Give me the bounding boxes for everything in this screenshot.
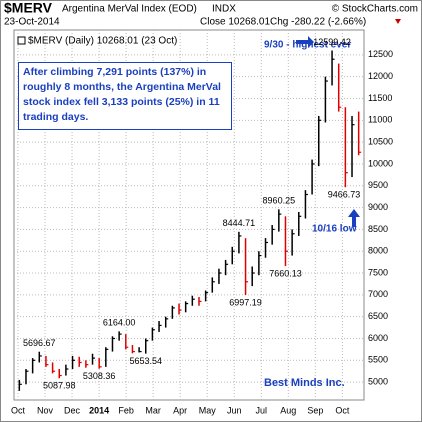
x-tick-label: Sep [307, 405, 323, 415]
x-tick-label: Feb [118, 405, 134, 415]
y-tick-label: 9500 [368, 180, 388, 190]
y-tick-label: 7000 [368, 289, 388, 299]
annotation: 9466.73 [328, 190, 361, 200]
symbol: $MERV [4, 0, 53, 16]
peak-arrow [296, 36, 314, 48]
y-tick-label: 10000 [368, 158, 393, 168]
y-tick-label: 5500 [368, 355, 388, 365]
exchange: INDX [212, 4, 236, 15]
annotation: 7660.13 [269, 268, 302, 278]
annotation: 8960.25 [263, 196, 296, 206]
x-tick-label: Aug [280, 405, 296, 415]
peak-note: 9/30 - highest ever [264, 40, 351, 51]
annotation: 5087.98 [43, 381, 76, 391]
y-tick-label: 12500 [368, 49, 393, 59]
annotation: 5653.54 [129, 356, 162, 366]
x-tick-label: Dec [64, 405, 81, 415]
annotation: 5308.36 [83, 371, 116, 381]
y-tick-label: 8500 [368, 224, 388, 234]
change: Chg -280.22 (-2.66%) [270, 17, 366, 28]
annotation: 8444.71 [223, 218, 256, 228]
x-tick-label: Oct [335, 405, 350, 415]
annotation: 5696.67 [23, 338, 56, 348]
y-tick-label: 5000 [368, 376, 388, 386]
annotation: 6164.00 [103, 318, 136, 328]
annotation: 12599.42 [313, 37, 351, 47]
watermark: Best Minds Inc. [264, 377, 345, 389]
annotation: 6997.19 [229, 297, 262, 307]
legend: $MERV (Daily) 10268.01 (23 Oct) [28, 36, 177, 47]
x-tick-label: Nov [37, 405, 54, 415]
y-tick-label: 11000 [368, 115, 392, 125]
x-tick-label: Apr [173, 405, 187, 415]
y-tick-label: 12000 [368, 71, 393, 81]
y-tick-label: 6500 [368, 311, 388, 321]
legend-icon [17, 36, 26, 45]
plot-frame [13, 29, 365, 401]
y-tick-label: 9000 [368, 202, 388, 212]
x-tick-label: Jul [256, 405, 268, 415]
index-name: Argentina MerVal Index (EOD) [62, 4, 197, 15]
x-tick-label: May [199, 405, 217, 415]
date: 23-Oct-2014 [4, 17, 60, 28]
x-tick-label: 2014 [89, 405, 109, 415]
low-arrow [348, 209, 360, 227]
y-tick-label: 10500 [368, 137, 393, 147]
y-tick-label: 8000 [368, 246, 388, 256]
down-icon [395, 19, 401, 24]
note-box: After climbing 7,291 points (137%) in ro… [18, 62, 232, 130]
x-tick-label: Oct [11, 405, 26, 415]
y-tick-label: 11500 [368, 93, 392, 103]
x-tick-label: Jun [227, 405, 242, 415]
close: Close 10268.01 [200, 17, 270, 28]
y-tick-label: 6000 [368, 333, 388, 343]
y-tick-label: 7500 [368, 267, 388, 277]
credit: © StockCharts.com [332, 4, 418, 15]
x-tick-label: Mar [145, 405, 161, 415]
low-note: 10/16 low [312, 224, 357, 235]
